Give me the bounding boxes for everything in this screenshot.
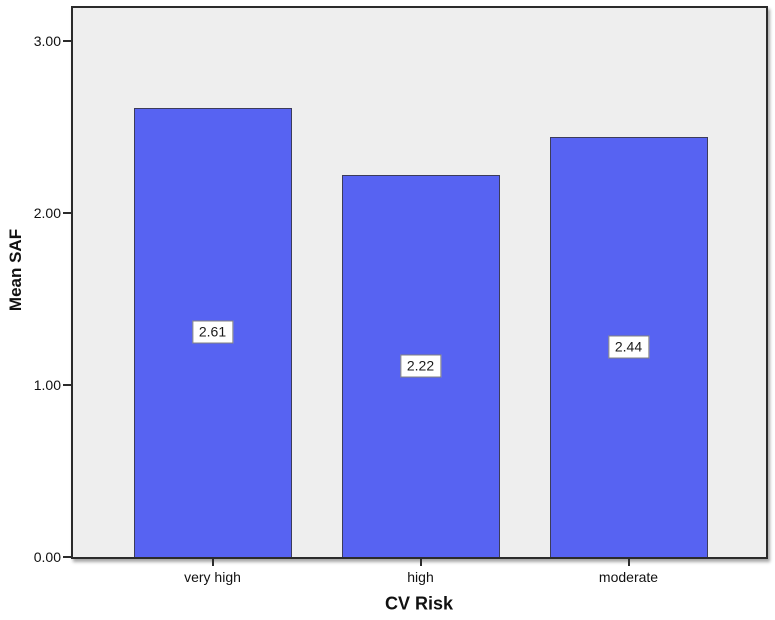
y-axis-tick-mark: [63, 383, 72, 386]
y-axis-tick-mark: [63, 211, 72, 214]
bar-value-label: 2.61: [191, 320, 234, 344]
bar-value-label: 2.22: [399, 354, 442, 378]
y-axis-tick-label: 0.00: [33, 549, 61, 565]
x-axis-category-label: high: [407, 569, 434, 585]
x-axis-tick-mark: [627, 559, 630, 566]
x-axis-category-label: moderate: [598, 569, 659, 585]
x-axis-title: CV Risk: [384, 593, 454, 614]
x-axis-category-label: very high: [184, 569, 241, 585]
x-axis-tick-mark: [211, 559, 214, 566]
x-axis-tick-mark: [419, 559, 422, 566]
y-axis-tick-label: 1.00: [33, 376, 61, 393]
bar-value-label: 2.44: [607, 335, 650, 359]
y-axis-tick-label: 3.00: [33, 32, 61, 49]
y-axis-title: Mean SAF: [6, 228, 25, 312]
y-axis-tick-label: 2.00: [33, 204, 61, 221]
plot-area: [71, 6, 768, 559]
y-axis-tick-mark: [63, 556, 72, 558]
y-axis-tick-mark: [63, 39, 72, 42]
